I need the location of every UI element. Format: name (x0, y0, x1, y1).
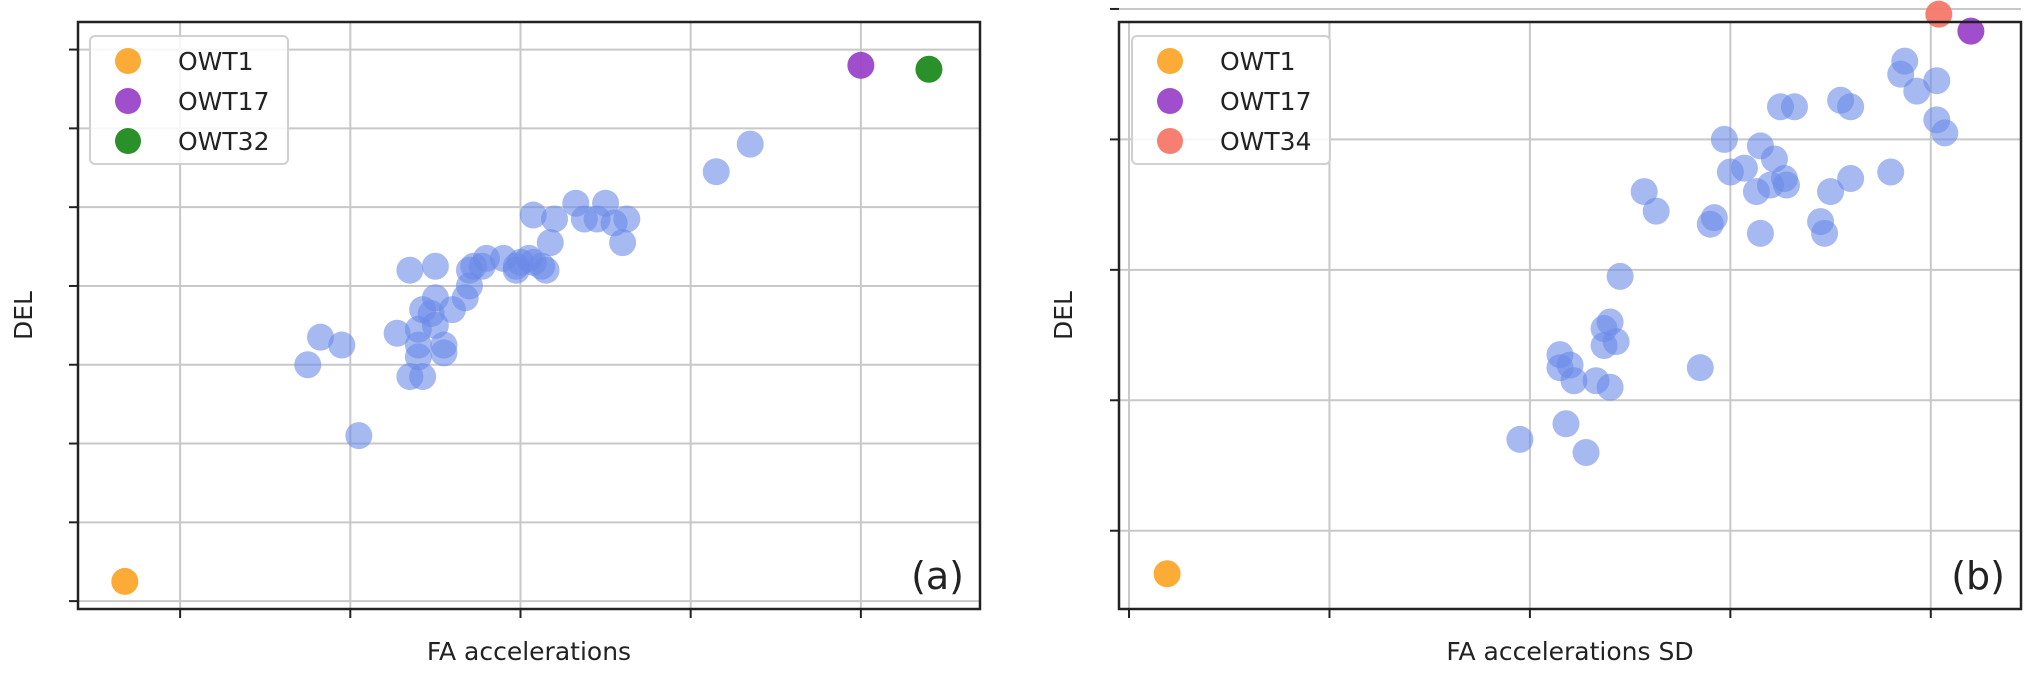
data-point (1772, 171, 1800, 199)
data-point (1606, 262, 1634, 290)
y-axis-label: DEL (1049, 291, 1078, 340)
legend-entry-label: OWT17 (178, 87, 269, 116)
panel-label: (a) (911, 554, 964, 598)
data-point (1560, 367, 1588, 395)
data-point-owt17 (1957, 17, 1985, 45)
data-point (1700, 204, 1728, 232)
chart-panel-a: OWT1 OWT17 OWT32 (a) FA accelerations DEL (9, 20, 982, 666)
legend-entry-label: OWT17 (1220, 87, 1311, 116)
data-point (421, 252, 449, 280)
axes-frame (76, 20, 982, 611)
axes-frame (1117, 20, 2023, 611)
data-point (1817, 178, 1845, 206)
data-point (1596, 373, 1624, 401)
data-point (1837, 165, 1865, 193)
data-point (1746, 219, 1774, 247)
legend-entry-label: OWT34 (1220, 127, 1311, 156)
data-point (1837, 93, 1865, 121)
data-point (1877, 158, 1905, 186)
data-point (430, 339, 458, 367)
data-point-owt34 (1925, 0, 1953, 28)
data-point (519, 201, 547, 229)
data-point (1506, 425, 1534, 453)
data-point (1710, 125, 1738, 153)
x-axis-label: FA accelerations (427, 637, 631, 666)
data-point (609, 229, 637, 257)
data-point (1891, 47, 1919, 75)
data-point (1923, 67, 1951, 95)
panel-label: (b) (1951, 554, 2005, 598)
data-point (1602, 328, 1630, 356)
legend-marker (115, 128, 141, 154)
data-point (294, 351, 322, 379)
data-point (1630, 178, 1658, 206)
legend (1131, 35, 1331, 165)
data-point-owt1 (111, 567, 139, 595)
legend-marker (1157, 88, 1183, 114)
data-point (702, 158, 730, 186)
legend-entry-label: OWT1 (1220, 47, 1296, 76)
legend-entry-label: OWT1 (178, 47, 254, 76)
chart-panel-b: OWT1 OWT17 OWT34 (b) FA accelerations SD DEL (1049, 0, 2023, 666)
data-point (536, 229, 564, 257)
data-point (1552, 410, 1580, 438)
data-point (383, 319, 411, 347)
data-point (1903, 77, 1931, 105)
data-point (396, 256, 424, 284)
data-point (1572, 438, 1600, 466)
data-point (1931, 119, 1959, 147)
legend-marker (1157, 48, 1183, 74)
legend-entry-label: OWT32 (178, 127, 269, 156)
x-axis-label: FA accelerations SD (1446, 637, 1693, 666)
data-point (1730, 154, 1758, 182)
data-point (409, 363, 437, 391)
data-point (736, 130, 764, 158)
y-axis-label: DEL (9, 291, 38, 340)
data-point (1642, 197, 1670, 225)
data-point (613, 205, 641, 233)
legend-marker (115, 88, 141, 114)
data-point (532, 256, 560, 284)
data-point (1811, 219, 1839, 247)
legend-marker (115, 48, 141, 74)
data-point-owt1 (1153, 560, 1181, 588)
data-point (541, 205, 569, 233)
data-point (1686, 354, 1714, 382)
data-point (307, 323, 335, 351)
data-point-owt32 (915, 55, 943, 83)
data-point (345, 422, 373, 450)
data-point (1780, 93, 1808, 121)
data-point (328, 331, 356, 359)
data-point-owt17 (847, 51, 875, 79)
legend-marker (1157, 128, 1183, 154)
legend (89, 35, 289, 165)
